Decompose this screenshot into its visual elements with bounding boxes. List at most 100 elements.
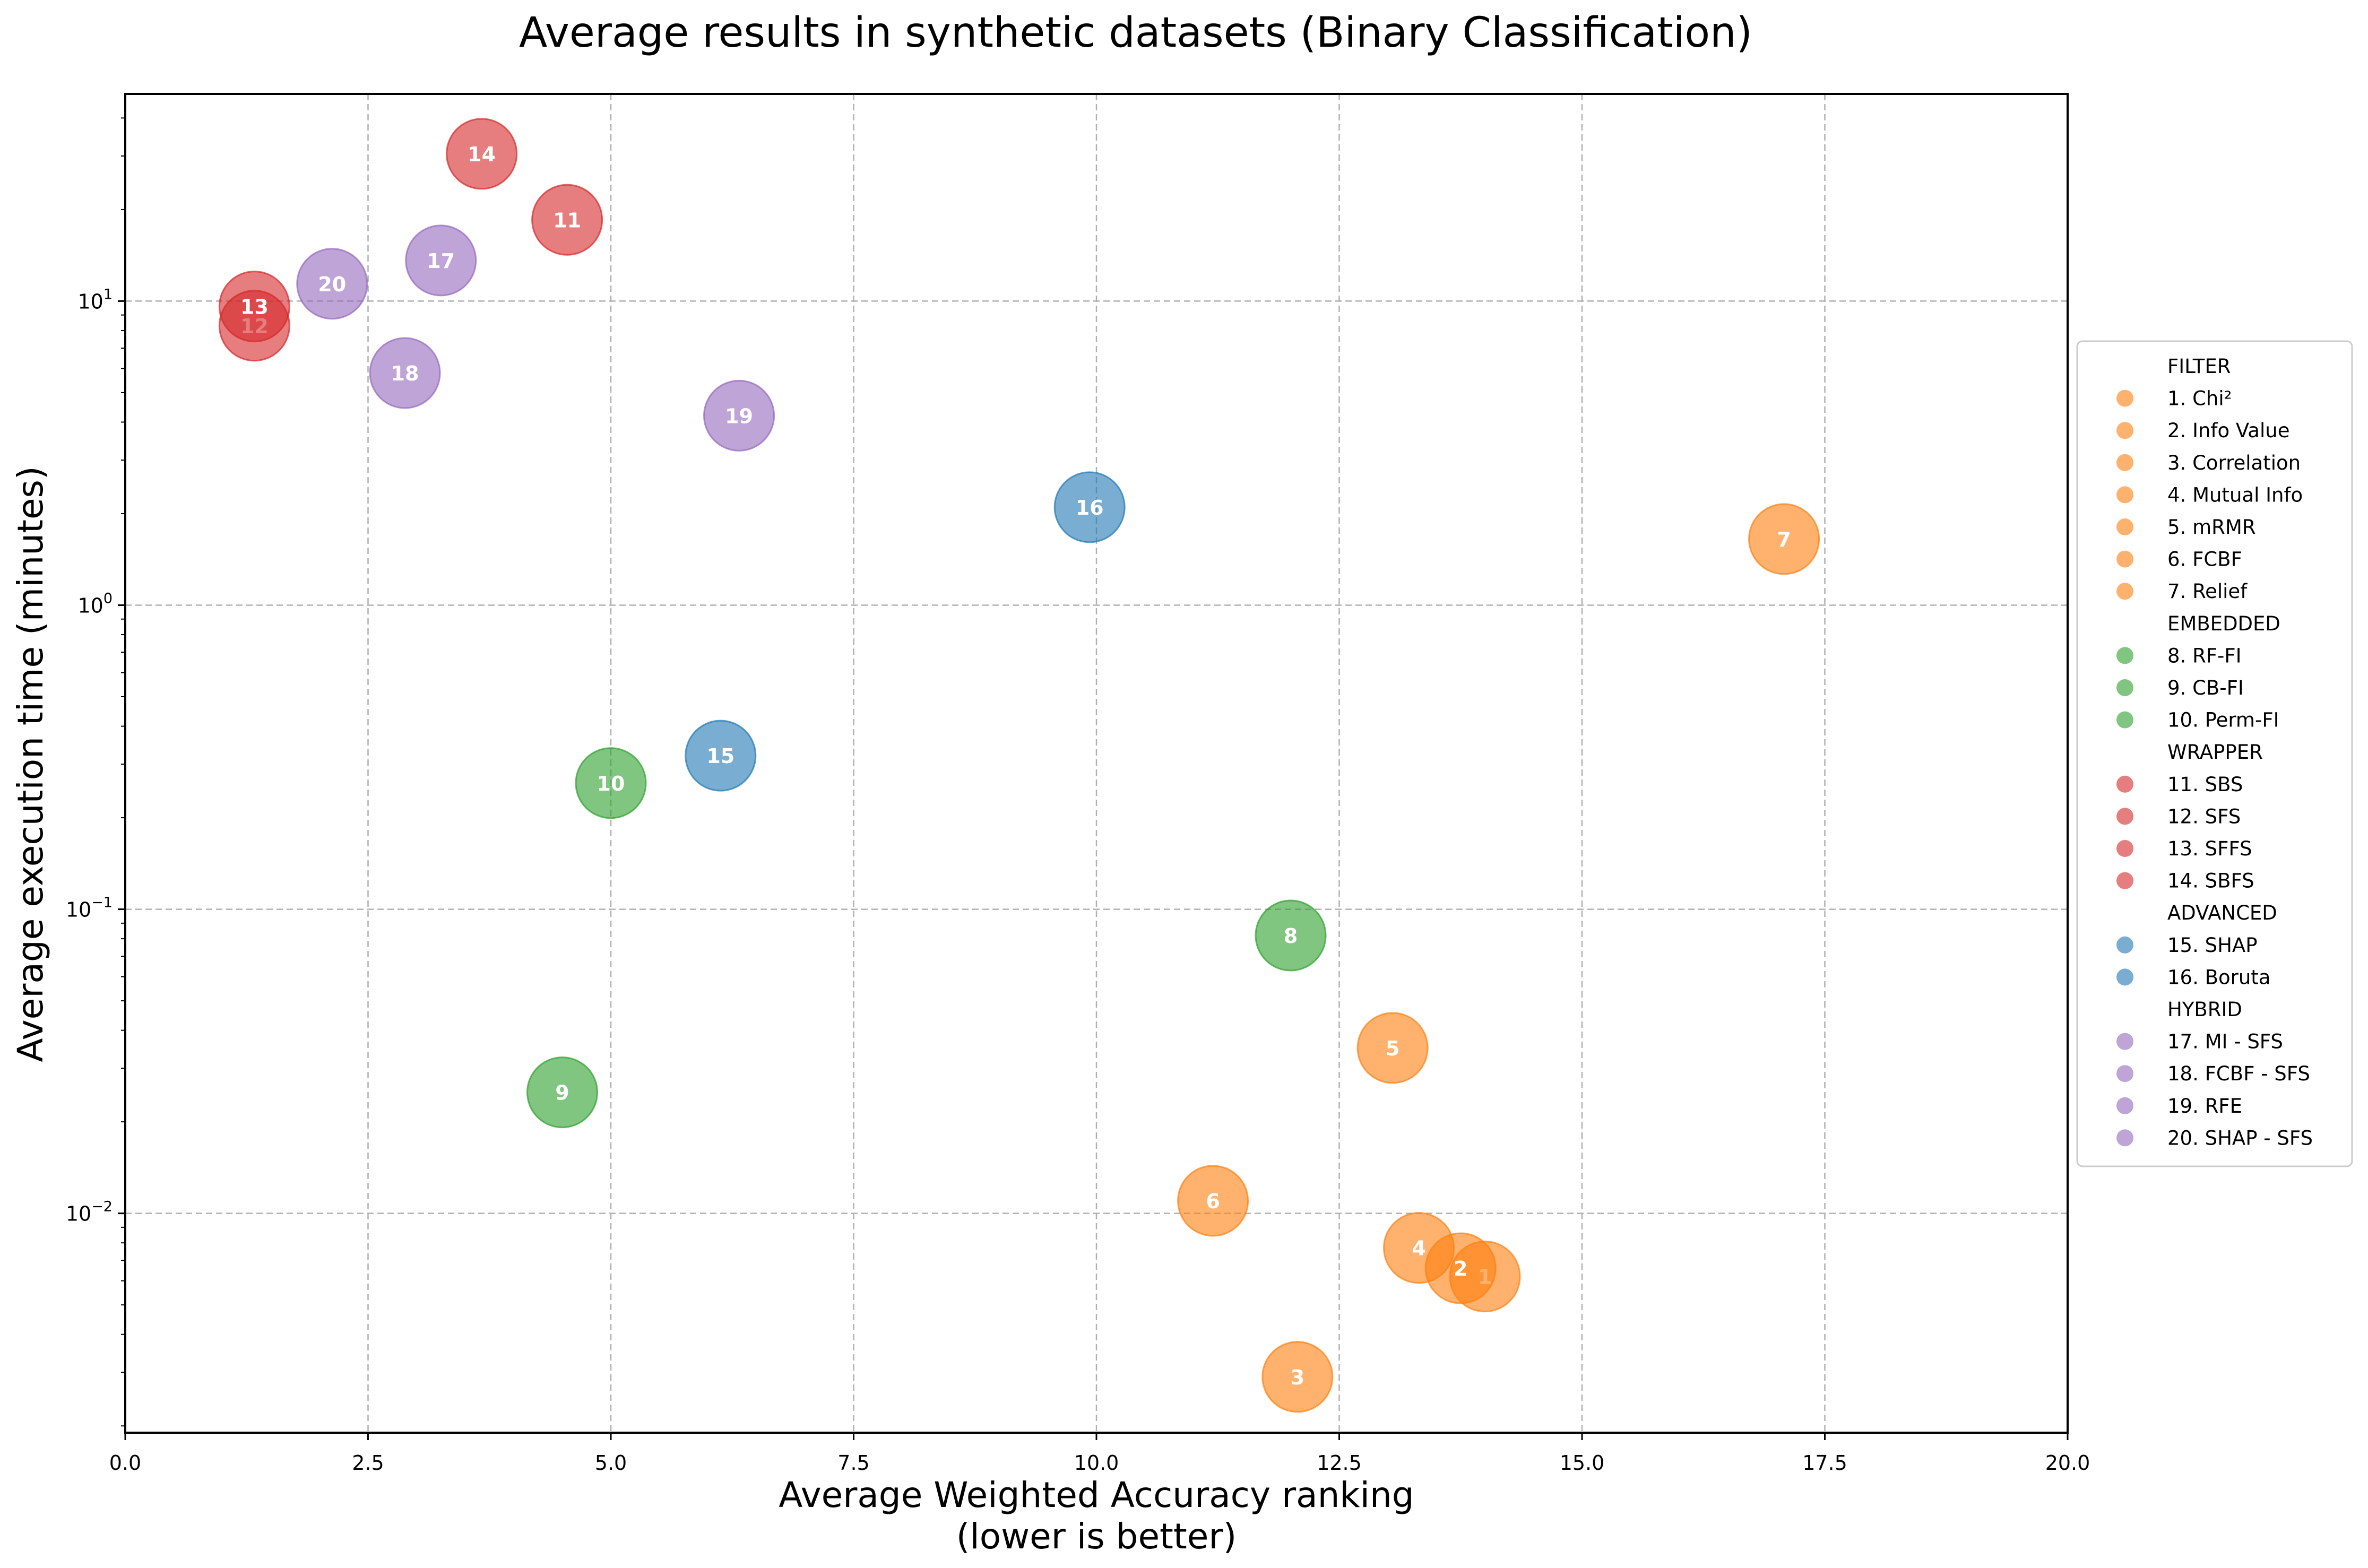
legend-marker xyxy=(2116,872,2133,889)
x-tick-label: 12.5 xyxy=(1317,1451,1362,1475)
point-marker xyxy=(1261,1341,1334,1413)
legend-item-label: 20. SHAP - SFS xyxy=(2167,1127,2313,1149)
legend-group-header: FILTER xyxy=(2167,355,2231,378)
legend-marker xyxy=(2116,518,2133,535)
legend-marker xyxy=(2116,1065,2133,1082)
legend-item-label: 17. MI - SFS xyxy=(2167,1030,2283,1053)
legend-item-label: 15. SHAP xyxy=(2167,934,2258,957)
point-label: 18 xyxy=(391,362,419,385)
legend-group-header: WRAPPER xyxy=(2167,741,2263,764)
legend-item-label: 13. SFFS xyxy=(2167,837,2252,860)
x-tick-label: 0.0 xyxy=(109,1451,141,1475)
point-marker xyxy=(1053,471,1126,543)
legend-item-label: 2. Info Value xyxy=(2167,419,2289,442)
point-label: 16 xyxy=(1076,496,1104,519)
y-tick-label: 10−2 xyxy=(66,1199,113,1226)
point-label: 10 xyxy=(597,772,625,795)
legend-item-label: 7. Relief xyxy=(2167,580,2248,603)
legend-group-header: ADVANCED xyxy=(2167,902,2277,924)
point-marker xyxy=(526,1056,598,1129)
point-marker xyxy=(1356,1012,1429,1084)
point-marker xyxy=(1383,1212,1455,1284)
point-marker xyxy=(1177,1165,1249,1237)
chart-title: Average results in synthetic datasets (B… xyxy=(519,9,1752,57)
x-axis-label-line2: (lower is better) xyxy=(956,1516,1237,1557)
legend-group-header: HYBRID xyxy=(2167,998,2242,1021)
point-label: 3 xyxy=(1291,1366,1304,1389)
x-tick-label: 2.5 xyxy=(352,1451,384,1475)
point-label: 5 xyxy=(1386,1037,1399,1060)
legend-marker xyxy=(2116,679,2133,696)
legend-item-label: 6. FCBF xyxy=(2167,548,2242,571)
point-marker xyxy=(1748,503,1820,575)
point-label: 2 xyxy=(1454,1257,1467,1280)
x-tick-label: 5.0 xyxy=(595,1451,627,1475)
scatter-markers: 1234567891011121314151617181920 xyxy=(218,118,1820,1413)
legend-item-label: 14. SBFS xyxy=(2167,870,2254,893)
point-marker xyxy=(218,271,290,343)
point-label: 9 xyxy=(555,1081,569,1105)
legend-marker xyxy=(2116,550,2133,568)
point-marker xyxy=(446,118,518,190)
legend-group-header: EMBEDDED xyxy=(2167,612,2280,635)
legend-marker xyxy=(2116,647,2133,664)
legend-item-label: 19. RFE xyxy=(2167,1095,2242,1117)
legend-item-label: 1. Chi² xyxy=(2167,387,2232,410)
point-label: 19 xyxy=(725,404,753,428)
legend-item-label: 9. CB-FI xyxy=(2167,677,2244,699)
point-marker xyxy=(1255,899,1327,972)
legend: FILTER 1. Chi² 2. Info Value 3. Correlation… xyxy=(2076,340,2353,1167)
y-tick-label: 100 xyxy=(77,590,113,617)
point-label: 8 xyxy=(1284,924,1298,948)
y-tick-label: 101 xyxy=(77,286,113,313)
legend-item-label: 10. Perm-FI xyxy=(2167,709,2279,732)
point-label: 4 xyxy=(1412,1237,1425,1260)
point-label: 17 xyxy=(427,249,455,273)
point-label: 14 xyxy=(468,143,496,166)
y-tick-label: 10−1 xyxy=(66,895,113,922)
legend-marker xyxy=(2116,840,2133,857)
legend-marker xyxy=(2116,583,2133,600)
x-tick-label: 15.0 xyxy=(1560,1451,1605,1475)
legend-marker xyxy=(2116,1033,2133,1050)
legend-box xyxy=(2076,340,2353,1167)
legend-marker xyxy=(2116,1097,2133,1114)
legend-marker xyxy=(2116,389,2133,407)
point-label: 6 xyxy=(1206,1190,1220,1213)
point-marker xyxy=(369,337,441,409)
point-marker xyxy=(531,184,603,256)
legend-item-label: 5. mRMR xyxy=(2167,516,2255,539)
legend-marker xyxy=(2116,711,2133,729)
x-axis-label: Average Weighted Accuracy ranking xyxy=(779,1475,1414,1515)
point-label: 11 xyxy=(553,209,581,232)
x-tick-label: 17.5 xyxy=(1802,1451,1847,1475)
point-label: 7 xyxy=(1777,528,1791,551)
legend-marker xyxy=(2116,968,2133,986)
x-tick-label: 20.0 xyxy=(2045,1451,2090,1475)
x-tick-label: 10.0 xyxy=(1074,1451,1119,1475)
legend-marker xyxy=(2116,1129,2133,1147)
x-tick-label: 7.5 xyxy=(837,1451,869,1475)
legend-item-label: 18. FCBF - SFS xyxy=(2167,1062,2310,1085)
legend-marker xyxy=(2116,486,2133,504)
point-label: 13 xyxy=(240,296,269,319)
legend-marker xyxy=(2116,454,2133,471)
legend-item-label: 16. Boruta xyxy=(2167,966,2270,989)
legend-marker xyxy=(2116,808,2133,825)
point-marker xyxy=(296,248,368,320)
point-marker xyxy=(703,379,775,452)
legend-item-label: 3. Correlation xyxy=(2167,452,2301,474)
legend-item-label: 11. SBS xyxy=(2167,773,2243,796)
point-marker xyxy=(405,224,477,297)
legend-marker xyxy=(2116,936,2133,954)
point-label: 15 xyxy=(706,744,734,768)
legend-marker xyxy=(2116,422,2133,439)
legend-item-label: 12. SFS xyxy=(2167,805,2241,828)
y-axis-label: Average execution time (minutes) xyxy=(10,466,51,1062)
axes: 0.0 2.5 5.0 7.5 10.0 12.5 15.0 17.5 20.0 10−2 10−1… xyxy=(66,117,2090,1475)
point-marker xyxy=(575,747,647,819)
legend-item-label: 8. RF-FI xyxy=(2167,644,2242,667)
legend-item-label: 4. Mutual Info xyxy=(2167,483,2303,506)
